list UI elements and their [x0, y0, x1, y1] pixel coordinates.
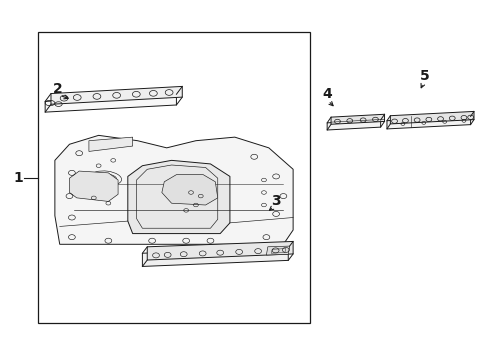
- Polygon shape: [142, 248, 287, 266]
- Polygon shape: [45, 94, 176, 112]
- Polygon shape: [266, 246, 289, 255]
- Text: 3: 3: [271, 194, 280, 208]
- Polygon shape: [69, 171, 118, 202]
- Polygon shape: [326, 120, 380, 130]
- Polygon shape: [55, 135, 292, 244]
- Text: 5: 5: [419, 69, 428, 84]
- Polygon shape: [162, 175, 217, 205]
- Polygon shape: [51, 86, 182, 104]
- Text: 1: 1: [14, 171, 23, 185]
- Polygon shape: [147, 242, 292, 260]
- Polygon shape: [89, 137, 132, 152]
- Polygon shape: [386, 116, 469, 129]
- Polygon shape: [330, 114, 384, 124]
- Bar: [38, 32, 309, 323]
- Text: 4: 4: [322, 87, 331, 101]
- Text: 2: 2: [52, 82, 62, 96]
- Polygon shape: [389, 111, 473, 124]
- Polygon shape: [127, 160, 229, 234]
